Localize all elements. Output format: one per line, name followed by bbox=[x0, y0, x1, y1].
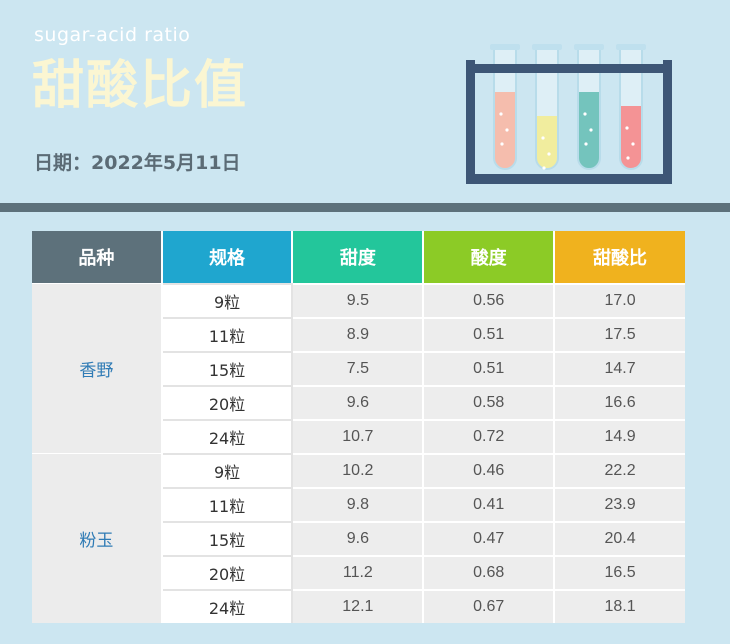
tube-bubble bbox=[583, 112, 587, 116]
header-acidity: 酸度 bbox=[424, 231, 556, 283]
ratio-cell: 17.5 bbox=[555, 317, 685, 351]
tube-liquid bbox=[494, 92, 516, 169]
sweetness-cell: 9.8 bbox=[293, 487, 425, 521]
acidity-cell: 0.67 bbox=[424, 589, 556, 623]
table-row: 15粒 9.6 0.47 20.4 bbox=[32, 521, 685, 555]
acidity-cell: 0.68 bbox=[424, 555, 556, 589]
sweetness-cell: 8.9 bbox=[293, 317, 425, 351]
sweetness-cell: 9.6 bbox=[293, 385, 425, 419]
sweetness-cell: 9.6 bbox=[293, 521, 425, 555]
tube-glass bbox=[577, 47, 601, 170]
date-label: 日期：2022年5月11日 bbox=[34, 152, 241, 174]
header-spec: 规格 bbox=[162, 231, 294, 283]
acidity-cell: 0.51 bbox=[424, 351, 556, 385]
acidity-cell: 0.47 bbox=[424, 521, 556, 555]
ratio-cell: 22.2 bbox=[555, 453, 685, 487]
tube-bubble bbox=[500, 142, 504, 146]
subtitle: sugar-acid ratio bbox=[34, 24, 191, 46]
acidity-cell: 0.72 bbox=[424, 419, 556, 453]
sweetness-cell: 11.2 bbox=[293, 555, 425, 589]
tube-bubble bbox=[542, 166, 546, 170]
spec-cell: 9粒 bbox=[162, 283, 294, 317]
header-ratio: 甜酸比 bbox=[555, 231, 685, 283]
sweetness-cell: 10.7 bbox=[293, 419, 425, 453]
tube-bubble bbox=[547, 152, 551, 156]
tube-lip bbox=[574, 44, 604, 50]
page-title: 甜酸比值 bbox=[32, 55, 249, 116]
tube-lip bbox=[616, 44, 646, 50]
sweetness-cell: 9.5 bbox=[293, 283, 425, 317]
table-row: 香野 9粒 9.5 0.56 17.0 bbox=[32, 283, 685, 453]
tube-bubble bbox=[584, 142, 588, 146]
table-row: 20粒 11.2 0.68 16.5 bbox=[32, 555, 685, 589]
spec-cell: 15粒 bbox=[162, 521, 294, 555]
acidity-cell: 0.51 bbox=[424, 317, 556, 351]
table-row: 15粒 7.5 0.51 14.7 bbox=[32, 351, 685, 385]
header-sweetness: 甜度 bbox=[293, 231, 425, 283]
table-row: 24粒 10.7 0.72 14.9 bbox=[32, 419, 685, 453]
variety-cell: 香野 bbox=[32, 283, 163, 453]
tube-bubble bbox=[505, 128, 509, 132]
tube-glass bbox=[619, 47, 643, 170]
table-row: 粉玉 9粒 10.2 0.46 22.2 bbox=[32, 453, 685, 623]
spec-cell: 11粒 bbox=[162, 487, 294, 521]
spec-cell: 24粒 bbox=[162, 589, 294, 623]
table-row: 11粒 8.9 0.51 17.5 bbox=[32, 317, 685, 351]
test-tube-rack-icon bbox=[462, 40, 676, 194]
tube-bubble bbox=[541, 136, 545, 140]
ratio-cell: 14.9 bbox=[555, 419, 685, 453]
ratio-cell: 16.5 bbox=[555, 555, 685, 589]
tube-liquid bbox=[620, 106, 642, 169]
ratio-cell: 14.7 bbox=[555, 351, 685, 385]
ratio-cell: 23.9 bbox=[555, 487, 685, 521]
spec-cell: 20粒 bbox=[162, 555, 294, 589]
spec-cell: 9粒 bbox=[162, 453, 294, 487]
ratio-cell: 18.1 bbox=[555, 589, 685, 623]
sugar-acid-table: 品种 规格 甜度 酸度 甜酸比 香野 9粒 9.5 0.56 17.0 11粒 8.9 0.5… bbox=[32, 231, 685, 623]
table-row: 11粒 9.8 0.41 23.9 bbox=[32, 487, 685, 521]
ratio-cell: 16.6 bbox=[555, 385, 685, 419]
table-row: 24粒 12.1 0.67 18.1 bbox=[32, 589, 685, 623]
acidity-cell: 0.58 bbox=[424, 385, 556, 419]
tube-bubble bbox=[625, 126, 629, 130]
tube-bubble bbox=[631, 142, 635, 146]
tube-glass bbox=[493, 47, 517, 170]
ratio-cell: 17.0 bbox=[555, 283, 685, 317]
tube-liquid bbox=[536, 116, 558, 169]
header-variety: 品种 bbox=[32, 231, 163, 283]
tube-lip bbox=[532, 44, 562, 50]
tube-bubble bbox=[589, 128, 593, 132]
tube-glass bbox=[535, 47, 559, 170]
tube-liquid bbox=[578, 92, 600, 169]
sweetness-cell: 7.5 bbox=[293, 351, 425, 385]
sweetness-cell: 12.1 bbox=[293, 589, 425, 623]
tube-lip bbox=[490, 44, 520, 50]
spec-cell: 20粒 bbox=[162, 385, 294, 419]
spec-cell: 15粒 bbox=[162, 351, 294, 385]
tube-bubble bbox=[499, 112, 503, 116]
sweetness-cell: 10.2 bbox=[293, 453, 425, 487]
spec-cell: 11粒 bbox=[162, 317, 294, 351]
acidity-cell: 0.41 bbox=[424, 487, 556, 521]
header-divider bbox=[0, 203, 730, 212]
table-header-row: 品种 规格 甜度 酸度 甜酸比 bbox=[32, 231, 685, 283]
spec-cell: 24粒 bbox=[162, 419, 294, 453]
ratio-cell: 20.4 bbox=[555, 521, 685, 555]
acidity-cell: 0.46 bbox=[424, 453, 556, 487]
variety-cell: 粉玉 bbox=[32, 453, 163, 623]
acidity-cell: 0.56 bbox=[424, 283, 556, 317]
tube-bubble bbox=[626, 156, 630, 160]
table-row: 20粒 9.6 0.58 16.6 bbox=[32, 385, 685, 419]
